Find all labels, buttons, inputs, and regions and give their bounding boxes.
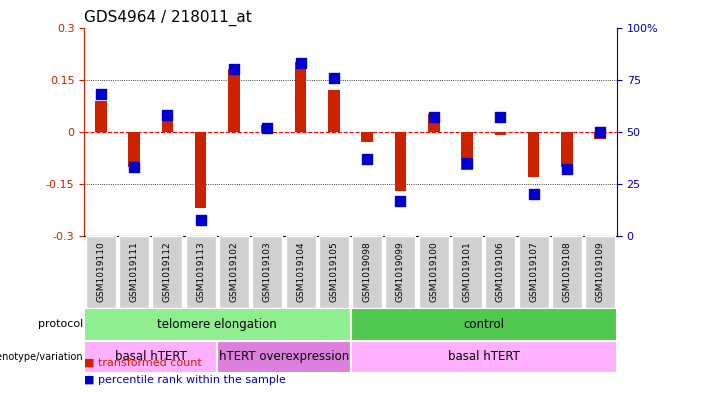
Bar xyxy=(328,90,340,132)
Point xyxy=(328,74,339,81)
Bar xyxy=(361,132,373,142)
Point xyxy=(461,160,472,166)
FancyBboxPatch shape xyxy=(452,236,482,308)
Bar xyxy=(195,132,207,208)
FancyBboxPatch shape xyxy=(519,236,549,308)
Text: genotype/variation: genotype/variation xyxy=(0,352,83,362)
FancyBboxPatch shape xyxy=(252,236,283,308)
Text: GSM1019110: GSM1019110 xyxy=(96,242,105,302)
FancyBboxPatch shape xyxy=(186,236,216,308)
FancyBboxPatch shape xyxy=(585,236,615,308)
Text: GSM1019109: GSM1019109 xyxy=(596,242,605,302)
Text: GSM1019101: GSM1019101 xyxy=(463,242,472,302)
Point xyxy=(295,60,306,66)
FancyBboxPatch shape xyxy=(485,236,515,308)
Point xyxy=(562,166,573,173)
Point xyxy=(95,91,107,97)
Bar xyxy=(228,69,240,132)
FancyBboxPatch shape xyxy=(552,236,582,308)
Text: GSM1019098: GSM1019098 xyxy=(362,242,372,302)
Bar xyxy=(428,114,440,132)
Bar xyxy=(161,118,173,132)
FancyBboxPatch shape xyxy=(217,341,350,373)
FancyBboxPatch shape xyxy=(418,236,449,308)
Point xyxy=(495,114,506,120)
Text: ■ percentile rank within the sample: ■ percentile rank within the sample xyxy=(84,375,286,385)
Text: GSM1019113: GSM1019113 xyxy=(196,242,205,302)
Text: GSM1019112: GSM1019112 xyxy=(163,242,172,302)
FancyBboxPatch shape xyxy=(84,341,217,373)
Text: control: control xyxy=(463,318,504,331)
FancyBboxPatch shape xyxy=(119,236,149,308)
Bar xyxy=(561,132,573,167)
Text: basal hTERT: basal hTERT xyxy=(448,351,519,364)
Point xyxy=(128,164,139,171)
FancyBboxPatch shape xyxy=(350,308,617,341)
FancyBboxPatch shape xyxy=(319,236,349,308)
Point xyxy=(528,191,539,198)
Bar xyxy=(261,125,273,132)
FancyBboxPatch shape xyxy=(350,341,617,373)
Text: GSM1019105: GSM1019105 xyxy=(329,242,339,302)
Text: GSM1019103: GSM1019103 xyxy=(263,242,272,302)
Point xyxy=(195,217,206,223)
Text: GDS4964 / 218011_at: GDS4964 / 218011_at xyxy=(84,10,252,26)
Point xyxy=(162,112,173,118)
Text: GSM1019111: GSM1019111 xyxy=(130,242,139,302)
Text: GSM1019099: GSM1019099 xyxy=(396,242,405,302)
FancyBboxPatch shape xyxy=(386,236,416,308)
Bar xyxy=(594,132,606,139)
Point xyxy=(229,66,240,72)
Point xyxy=(261,125,273,131)
Point xyxy=(362,156,373,162)
Text: ■ transformed count: ■ transformed count xyxy=(84,358,202,367)
Text: GSM1019102: GSM1019102 xyxy=(229,242,238,302)
Text: telomere elongation: telomere elongation xyxy=(158,318,277,331)
FancyBboxPatch shape xyxy=(352,236,382,308)
Bar xyxy=(395,132,407,191)
Bar xyxy=(461,132,473,170)
Point xyxy=(395,198,406,204)
FancyBboxPatch shape xyxy=(285,236,315,308)
Text: GSM1019108: GSM1019108 xyxy=(562,242,571,302)
Bar xyxy=(528,132,540,177)
FancyBboxPatch shape xyxy=(86,236,116,308)
FancyBboxPatch shape xyxy=(84,308,350,341)
Text: basal hTERT: basal hTERT xyxy=(115,351,186,364)
Text: GSM1019107: GSM1019107 xyxy=(529,242,538,302)
Text: GSM1019100: GSM1019100 xyxy=(429,242,438,302)
Text: protocol: protocol xyxy=(38,319,83,329)
Bar xyxy=(294,62,306,132)
Point xyxy=(594,129,606,135)
Point xyxy=(428,114,440,120)
Bar xyxy=(128,132,140,167)
FancyBboxPatch shape xyxy=(219,236,249,308)
Text: hTERT overexpression: hTERT overexpression xyxy=(219,351,349,364)
Bar xyxy=(494,132,506,135)
FancyBboxPatch shape xyxy=(152,236,182,308)
Bar xyxy=(95,101,107,132)
Text: GSM1019104: GSM1019104 xyxy=(296,242,305,302)
Text: GSM1019106: GSM1019106 xyxy=(496,242,505,302)
